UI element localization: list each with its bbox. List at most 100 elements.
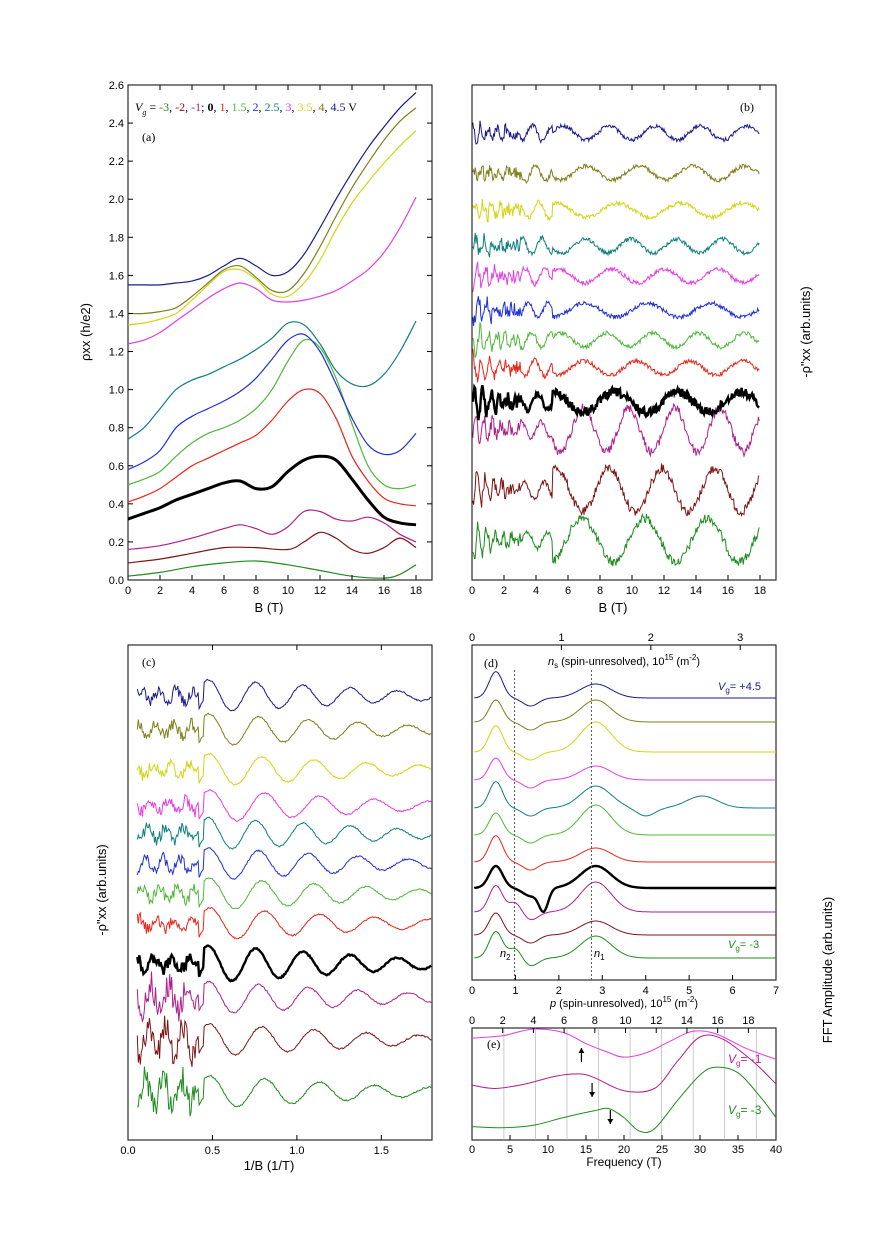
panel-e-top-tick-label: 2 [500,1015,506,1027]
legend-item-11: , [246,100,252,114]
panel-d-series-10 [474,930,776,967]
panel-d-xtick-label: 3 [599,985,605,997]
panel-e-top-tick-label: 14 [681,1015,693,1027]
panel-e-series-1 [471,1034,777,1093]
panel-a-xtick-label: 4 [189,585,195,597]
panel-b-series-5 [472,322,760,358]
panel-e-xtick-label: 5 [507,1144,513,1156]
panel-a-xtick-label: 16 [378,585,390,597]
panel-a-series-11 [128,92,417,286]
panel-a-series-9 [127,130,417,326]
panel-a-ytick-label: 0.8 [109,423,124,435]
panel-d: 0 1 2 3 4 5 6 7 0 1 2 3 (d) ns (spin-unresolved), 1… [469,632,779,997]
legend-item-0: -3 [159,100,169,114]
panel-d-top-annotation: Vg= +4.5 [718,681,761,695]
panel-a-series-5 [127,338,417,490]
panel-e-arrowhead-2 [607,1119,614,1124]
panel-c-ylabel: -ρ"xx (arb.units) [94,844,109,935]
legend-item-8: 1 [219,100,225,114]
panel-a-ytick-label: 2.6 [109,80,124,92]
panel-d-series-6 [474,835,776,871]
panel-b-xtick-label: 6 [565,585,571,597]
panel-c-xtick-label: 1.5 [374,1145,389,1157]
legend-item-21: , [324,100,330,114]
panel-b-series-11 [472,120,760,145]
panel-c-xtick-label: 1.0 [289,1145,304,1157]
legend-item-18: 3.5 [297,100,312,114]
panel-b-series-1 [472,463,760,518]
panel-a-ytick-label: 1.8 [109,232,124,244]
panel-c-series-8 [136,944,432,983]
panel-a-ytick-label: 0.4 [109,499,124,511]
panel-b-xtick-label: 18 [754,585,766,597]
legend-item-6: 0 [207,100,213,114]
panel-c-xtick-label: 0.5 [205,1145,220,1157]
panel-d-ticks: 0 1 2 3 4 5 6 7 0 1 2 3 [469,632,779,997]
panel-d-series-5 [474,804,776,844]
panel-b-frame [471,84,777,581]
panel-a-xtick-label: 18 [410,585,422,597]
panel-b-xtick-label: 4 [533,585,539,597]
panel-d-xtick-label: 0 [469,985,475,997]
panel-b-series-0 [472,512,760,567]
panel-a-xtick-label: 10 [282,585,294,597]
panel-d-label: (d) [484,656,498,670]
panel-e-xlabel: Frequency (T) [586,1155,661,1169]
panel-e-vg-minus1: Vg= -1 [728,1052,762,1068]
panel-b-xtick-label: 12 [658,585,670,597]
panel-d-xtick-label: 5 [686,985,692,997]
panel-e-top-tick-label: 16 [712,1015,724,1027]
panel-b-series-2 [472,402,760,458]
legend-item-17: , [291,100,297,114]
panel-b-series-6 [472,296,760,327]
panel-d-series-3 [474,757,776,789]
legend-item-2: -2 [175,100,185,114]
legend-item-9: , [225,100,231,114]
panel-b-series-7 [472,261,760,293]
panel-a-ytick-label: 1.6 [109,270,124,282]
panel-e-top-tick-label: 10 [619,1015,631,1027]
legend-item-1: , [169,100,175,114]
panel-a-ytick-label: 0.6 [109,461,124,473]
panel-b-series-9 [472,199,760,223]
panel-e-xtick-label: 0 [469,1144,475,1156]
panel-a-series-1 [127,531,417,564]
panel-a-series-8 [127,197,417,345]
panel-a-series-2 [127,509,417,551]
panel-d-xtick-label: 2 [556,985,562,997]
panel-d-xtick-label: 4 [643,985,649,997]
panel-e-xtick-label: 35 [732,1144,744,1156]
panel-a: 0 2 4 6 8 10 12 14 16 180.00.20.40.60.81.01.21.41… [78,80,433,615]
panel-a-ylabel: ρxx (h/e2) [78,303,93,361]
panel-e-frame [471,1027,777,1141]
panel-d-top-tick-label: 0 [469,632,475,644]
panel-b-xlabel: B (T) [599,600,628,615]
panel-d-frame [471,644,777,981]
panel-a-ytick-label: 1.2 [109,347,124,359]
panel-c-series-7 [136,906,432,940]
panel-e-arrowhead-1 [589,1092,596,1097]
panel-b-series-3 [471,383,760,421]
panel-e-xtick-label: 25 [656,1144,668,1156]
panel-a-series-6 [127,333,417,471]
panel-d-xtick-label: 1 [512,985,518,997]
panel-a-series-10 [127,107,417,315]
panel-c-series-6 [136,877,432,910]
panel-b-xtick-label: 2 [501,585,507,597]
panel-b-series-10 [472,163,760,185]
legend-item-13: , [258,100,264,114]
panel-b-series [471,120,760,567]
panel-e-xtick-label: 40 [770,1144,782,1156]
panel-e-top-tick-label: 6 [561,1015,567,1027]
panel-b-label: (b) [740,100,754,114]
panel-a-legend: Vg = -3, -2, -1; 0, 1, 1.5, 2, 2.5, 3, 3… [135,100,357,117]
panel-d-series-1 [474,699,776,731]
panel-d-top-axis-label: ns (spin-unresolved), 1015 (m-2) [548,653,700,670]
panel-d-n1-label: n1 [594,948,605,962]
panel-b-ticks: 0 2 4 6 8 10 12 14 16 18 [469,85,766,597]
panel-b-series-8 [472,232,760,258]
panel-e-series-0 [471,1028,777,1060]
legend-item-23: V [345,100,357,114]
panel-e-xtick-label: 10 [542,1144,554,1156]
legend-item-12: 2 [252,100,258,114]
